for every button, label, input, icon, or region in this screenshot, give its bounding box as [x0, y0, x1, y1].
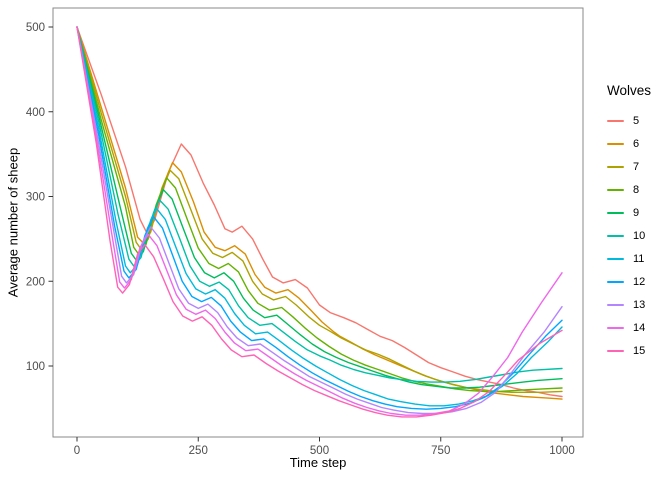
legend-item-11: 11: [607, 247, 651, 270]
legend-item-label: 5: [633, 114, 640, 127]
legend-key-line: [607, 326, 624, 329]
x-tick-label: 750: [431, 445, 450, 457]
legend-item-label: 11: [633, 252, 645, 265]
legend-key-line: [607, 349, 624, 352]
legend-item-13: 13: [607, 293, 651, 316]
legend-key-line: [607, 119, 624, 122]
series-line-11: [76, 26, 563, 407]
series-line-6: [76, 26, 563, 400]
panel-border: [52, 7, 584, 438]
series-line-7: [76, 26, 563, 393]
legend-item-9: 9: [607, 201, 651, 224]
x-tick-label: 250: [189, 445, 208, 457]
legend-item-label: 9: [633, 206, 640, 219]
legend-item-8: 8: [607, 178, 651, 201]
legend-item-7: 7: [607, 155, 651, 178]
y-tick-label: 500: [26, 22, 45, 34]
legend-item-12: 12: [607, 270, 651, 293]
legend-item-15: 15: [607, 339, 651, 362]
legend-item-label: 8: [633, 183, 640, 196]
y-axis-title: Average number of sheep: [5, 147, 21, 298]
legend-item-label: 13: [633, 298, 646, 311]
series-line-8: [76, 26, 563, 393]
y-tick-label: 400: [26, 107, 45, 119]
legend-item-label: 15: [633, 344, 646, 357]
legend-key-line: [607, 142, 624, 145]
legend-item-10: 10: [607, 224, 651, 247]
legend-key-line: [607, 303, 624, 306]
legend-item-label: 6: [633, 137, 640, 150]
series-line-9: [76, 26, 563, 389]
legend-key-line: [607, 188, 624, 191]
legend-item-label: 7: [633, 160, 640, 173]
legend-item-5: 5: [607, 109, 651, 132]
x-tick-label: 1000: [549, 445, 575, 457]
legend-key-line: [607, 211, 624, 214]
legend-title: Wolves: [607, 83, 652, 98]
legend-item-14: 14: [607, 316, 651, 339]
y-tick-label: 200: [26, 276, 45, 288]
x-tick-label: 0: [74, 445, 80, 457]
legend-item-label: 12: [633, 275, 646, 288]
legend-key-line: [607, 257, 624, 260]
series-line-14: [76, 26, 563, 416]
y-tick-label: 100: [26, 361, 45, 373]
legend-item-6: 6: [607, 132, 651, 155]
y-tick-label: 300: [26, 192, 45, 204]
series-line-13: [76, 26, 563, 415]
series-line-12: [76, 26, 563, 410]
legend: Wolves 5 6 7 8 9 10 11 12 13 14 15: [607, 83, 651, 362]
legend-item-label: 14: [633, 321, 646, 334]
series-line-5: [76, 26, 563, 398]
series-line-15: [76, 26, 563, 418]
legend-items: 5 6 7 8 9 10 11 12 13 14 15: [607, 109, 651, 362]
legend-item-label: 10: [633, 229, 646, 242]
legend-key-line: [607, 280, 624, 283]
x-axis-title: Time step: [289, 455, 347, 470]
legend-key-line: [607, 234, 624, 237]
series-line-10: [76, 26, 563, 383]
x-tick-label: 500: [310, 445, 329, 457]
legend-key-line: [607, 165, 624, 168]
